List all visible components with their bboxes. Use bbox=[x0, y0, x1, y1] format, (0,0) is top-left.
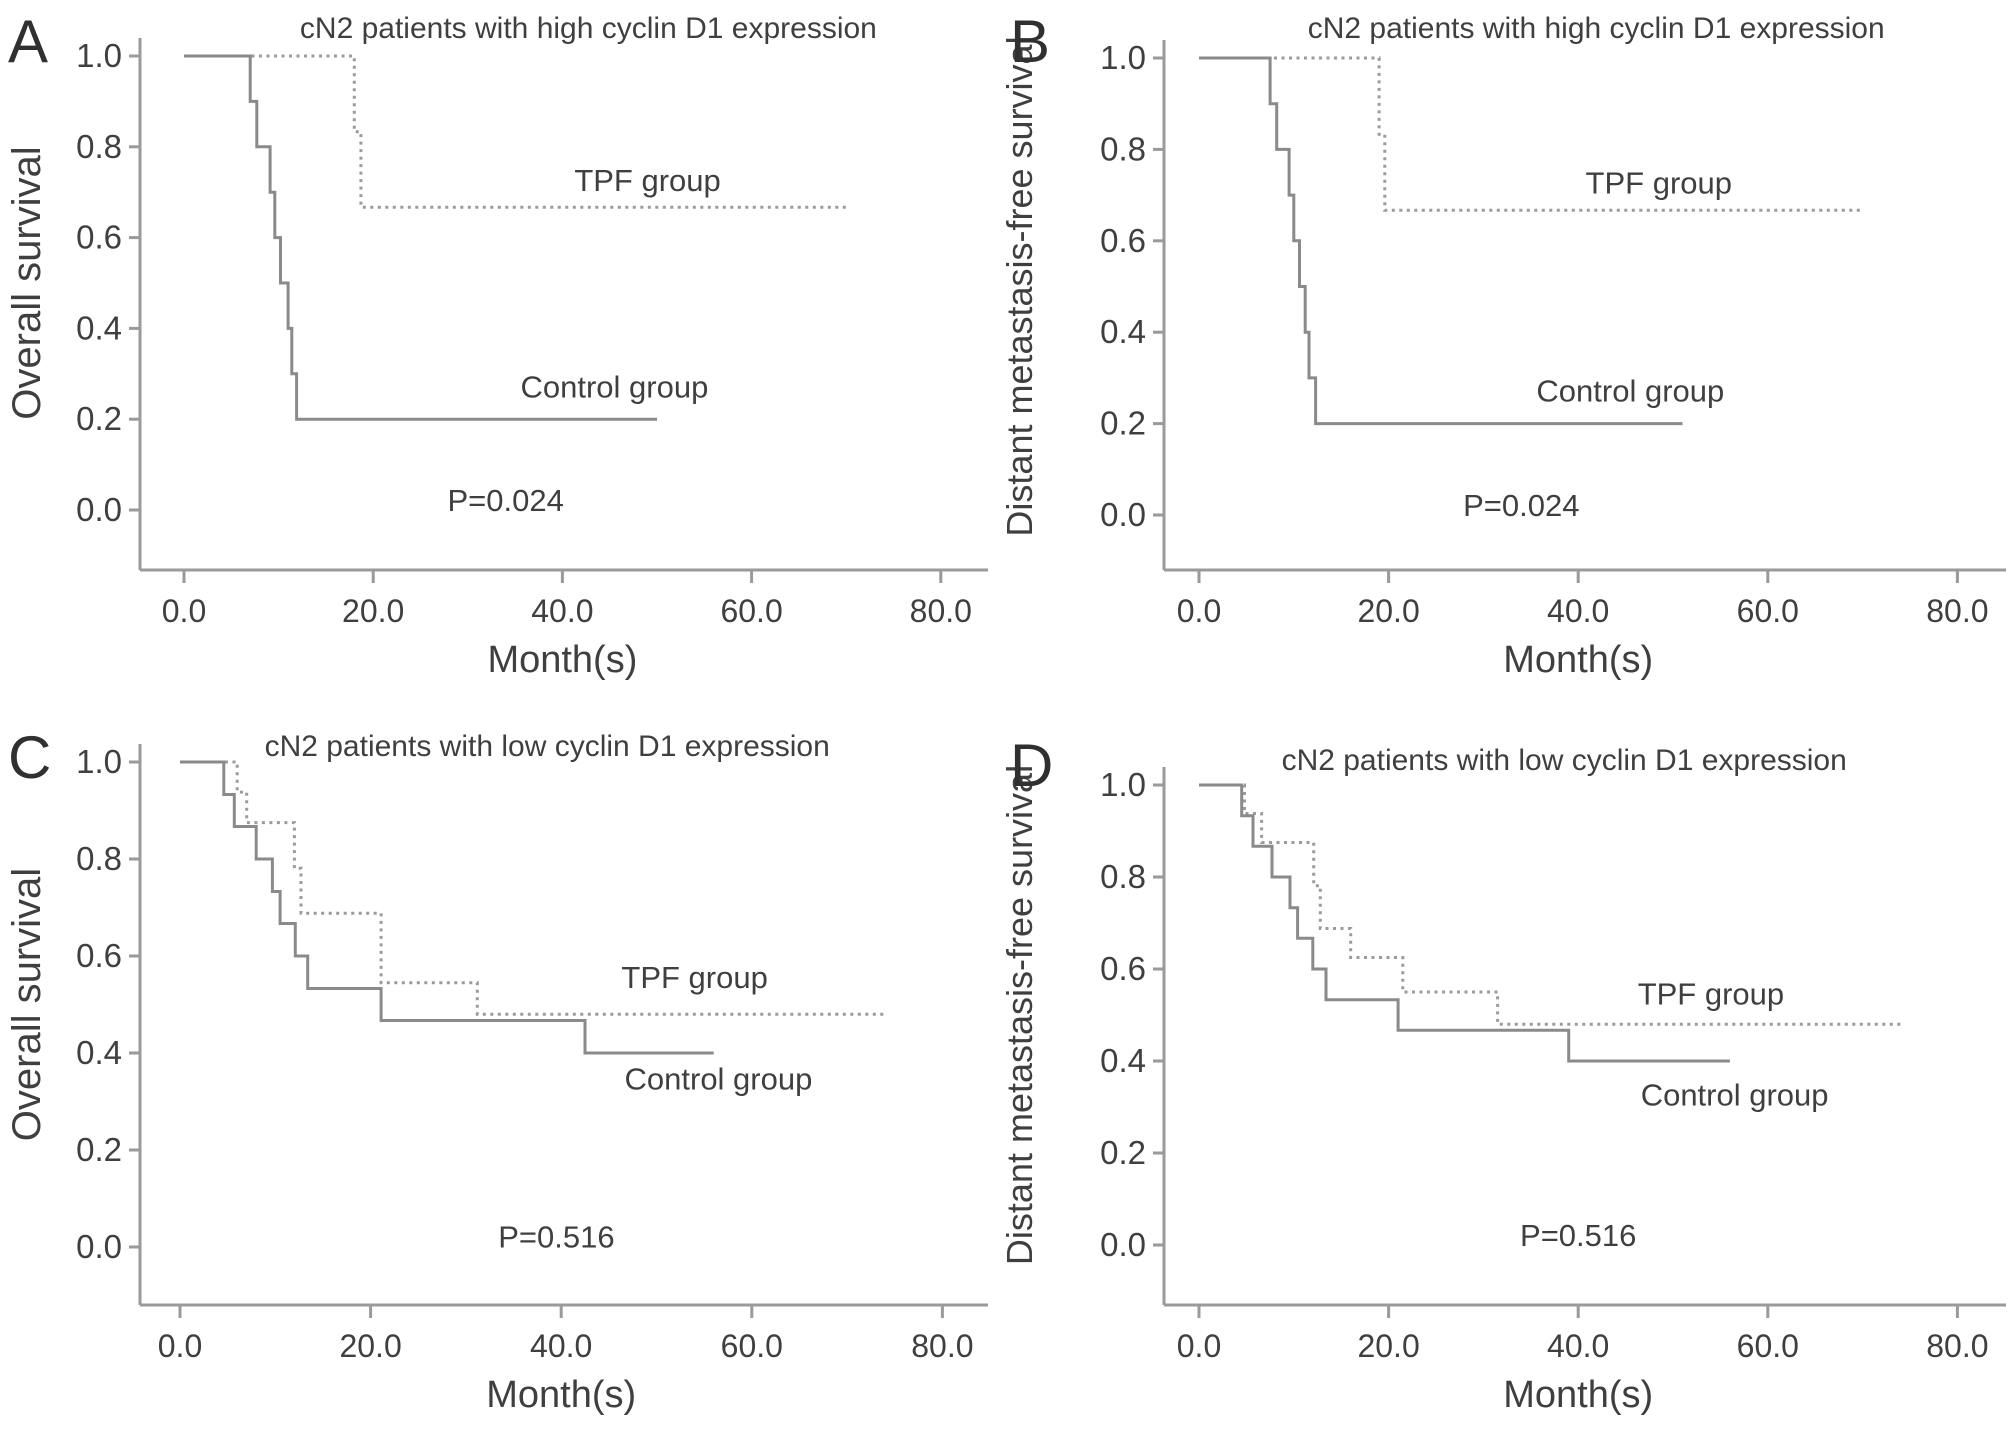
panel-letter: B bbox=[1010, 8, 1050, 75]
x-tick-label: 0.0 bbox=[162, 593, 206, 629]
x-tick-label: 80.0 bbox=[1926, 1328, 1988, 1364]
y-tick-label: 1.0 bbox=[1100, 39, 1146, 76]
y-tick-label: 0.0 bbox=[76, 1228, 122, 1265]
y-axis-label: Distant metastasis-free survival bbox=[1004, 36, 1040, 536]
y-tick-label: 0.4 bbox=[1100, 1042, 1146, 1079]
control-group-curve bbox=[184, 54, 657, 421]
tpf-group-curve bbox=[180, 760, 886, 1016]
x-tick-label: 60.0 bbox=[1737, 593, 1799, 629]
p-value-label: P=0.516 bbox=[498, 1219, 614, 1254]
panel-D: 0.0 20.0 40.0 60.0 80.0 1.0 0.8 0.6 0.4 0.2 0.0 cN2… bbox=[1004, 720, 2008, 1440]
panel-A-chart: 0.0 20.0 40.0 60.0 80.0 1.0 0.8 0.6 0.4 0.2 0.0 cN2… bbox=[5, 8, 988, 681]
control-group-label: Control group bbox=[1536, 374, 1724, 409]
tpf-group-curve bbox=[1199, 56, 1863, 212]
y-tick-label: 1.0 bbox=[76, 743, 122, 780]
control-group-label: Control group bbox=[1641, 1078, 1829, 1113]
panel-title: cN2 patients with high cyclin D1 express… bbox=[1308, 12, 1885, 45]
panel-letter: D bbox=[1010, 732, 1053, 799]
p-value-label: P=0.024 bbox=[1463, 488, 1579, 523]
y-tick-label: 0.6 bbox=[76, 937, 122, 974]
x-tick-label: 80.0 bbox=[910, 593, 972, 629]
control-group-label: Control group bbox=[521, 369, 709, 404]
x-axis-label: Month(s) bbox=[1503, 1374, 1653, 1416]
y-axis-label: Overall survival bbox=[5, 146, 49, 419]
x-tick-label: 40.0 bbox=[530, 1328, 592, 1364]
x-tick-label: 0.0 bbox=[158, 1328, 202, 1364]
control-group-label: Control group bbox=[625, 1062, 813, 1097]
panel-letter: C bbox=[8, 724, 51, 791]
y-tick-label: 1.0 bbox=[76, 37, 122, 74]
x-tick-label: 80.0 bbox=[1926, 593, 1988, 629]
y-tick-label: 0.8 bbox=[76, 840, 122, 877]
x-tick-label: 40.0 bbox=[531, 593, 593, 629]
tpf-group-curve bbox=[184, 54, 847, 209]
y-tick-label: 1.0 bbox=[1100, 766, 1146, 803]
y-tick-label: 0.6 bbox=[1100, 222, 1146, 259]
panel-B: 0.0 20.0 40.0 60.0 80.0 1.0 0.8 0.6 0.4 0.2 0.0 cN2… bbox=[1004, 0, 2008, 720]
y-tick-label: 0.4 bbox=[76, 1034, 122, 1071]
panel-title: cN2 patients with low cyclin D1 expressi… bbox=[265, 730, 830, 763]
x-tick-label: 60.0 bbox=[1737, 1328, 1799, 1364]
y-tick-label: 0.6 bbox=[1100, 950, 1146, 987]
y-tick-label: 0.8 bbox=[76, 128, 122, 165]
panel-title: cN2 patients with high cyclin D1 express… bbox=[300, 12, 877, 45]
tpf-group-curve bbox=[1199, 783, 1901, 1026]
panel-title: cN2 patients with low cyclin D1 expressi… bbox=[1282, 744, 1847, 777]
y-tick-label: 0.2 bbox=[76, 1131, 122, 1168]
y-axis-label: Distant metastasis-free survival bbox=[1004, 765, 1040, 1265]
y-tick-label: 0.0 bbox=[76, 491, 122, 528]
tpf-group-label: TPF group bbox=[1638, 976, 1784, 1011]
x-tick-label: 60.0 bbox=[720, 593, 782, 629]
y-tick-label: 0.0 bbox=[1100, 496, 1146, 533]
x-tick-label: 20.0 bbox=[1357, 593, 1419, 629]
p-value-label: P=0.516 bbox=[1520, 1218, 1636, 1253]
x-tick-label: 60.0 bbox=[721, 1328, 783, 1364]
x-axis-label: Month(s) bbox=[486, 1374, 636, 1416]
panel-letter: A bbox=[8, 8, 48, 75]
x-tick-label: 0.0 bbox=[1177, 593, 1221, 629]
control-group-curve bbox=[180, 760, 714, 1055]
y-tick-label: 0.2 bbox=[1100, 405, 1146, 442]
y-tick-label: 0.4 bbox=[1100, 313, 1146, 350]
panel-B-chart: 0.0 20.0 40.0 60.0 80.0 1.0 0.8 0.6 0.4 0.2 0.0 cN2… bbox=[1004, 8, 2006, 681]
y-tick-label: 0.0 bbox=[1100, 1226, 1146, 1263]
x-tick-label: 0.0 bbox=[1177, 1328, 1221, 1364]
control-group-curve bbox=[1199, 56, 1683, 426]
x-tick-label: 40.0 bbox=[1547, 1328, 1609, 1364]
y-tick-label: 0.2 bbox=[76, 400, 122, 437]
panel-C-chart: 0.0 20.0 40.0 60.0 80.0 1.0 0.8 0.6 0.4 0.2 0.0 cN2… bbox=[5, 724, 988, 1416]
tpf-group-label: TPF group bbox=[621, 960, 767, 995]
p-value-label: P=0.024 bbox=[447, 483, 563, 518]
y-tick-label: 0.2 bbox=[1100, 1134, 1146, 1171]
x-tick-label: 20.0 bbox=[339, 1328, 401, 1364]
panel-D-chart: 0.0 20.0 40.0 60.0 80.0 1.0 0.8 0.6 0.4 0.2 0.0 cN2… bbox=[1004, 732, 2006, 1416]
y-tick-label: 0.4 bbox=[76, 309, 122, 346]
tpf-group-label: TPF group bbox=[1586, 166, 1732, 201]
x-tick-label: 80.0 bbox=[911, 1328, 973, 1364]
tpf-group-label: TPF group bbox=[574, 163, 720, 198]
x-tick-label: 40.0 bbox=[1547, 593, 1609, 629]
x-tick-label: 20.0 bbox=[342, 593, 404, 629]
x-axis-label: Month(s) bbox=[487, 639, 637, 681]
x-tick-label: 20.0 bbox=[1357, 1328, 1419, 1364]
panel-A: 0.0 20.0 40.0 60.0 80.0 1.0 0.8 0.6 0.4 0.2 0.0 cN2… bbox=[0, 0, 1004, 720]
x-axis-label: Month(s) bbox=[1503, 639, 1653, 681]
y-tick-label: 0.8 bbox=[1100, 130, 1146, 167]
y-tick-label: 0.6 bbox=[76, 219, 122, 256]
y-axis-label: Overall survival bbox=[5, 868, 49, 1141]
panel-C: 0.0 20.0 40.0 60.0 80.0 1.0 0.8 0.6 0.4 0.2 0.0 cN2… bbox=[0, 720, 1004, 1440]
y-tick-label: 0.8 bbox=[1100, 858, 1146, 895]
control-group-curve bbox=[1199, 783, 1730, 1063]
